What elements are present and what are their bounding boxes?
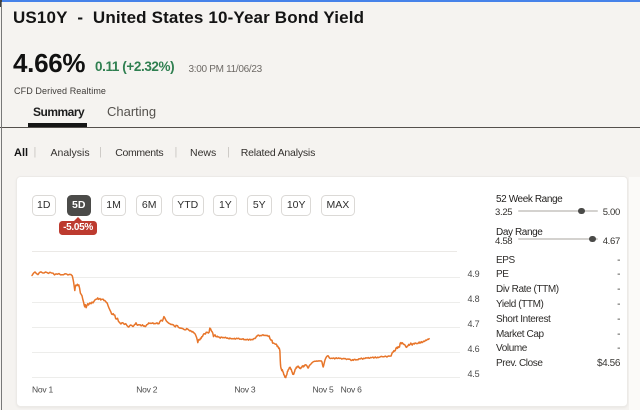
svg-text:4.6: 4.6 xyxy=(468,344,480,354)
svg-text:4.7: 4.7 xyxy=(468,319,480,329)
svg-text:Nov 5: Nov 5 xyxy=(313,385,334,395)
svg-text:4.9: 4.9 xyxy=(468,269,480,279)
svg-text:4.5: 4.5 xyxy=(468,369,480,379)
svg-text:4.8: 4.8 xyxy=(468,294,480,304)
svg-text:Nov 6: Nov 6 xyxy=(341,385,362,395)
svg-text:Nov 1: Nov 1 xyxy=(32,385,53,395)
svg-text:Nov 2: Nov 2 xyxy=(136,385,157,395)
svg-text:Nov 3: Nov 3 xyxy=(234,385,255,395)
